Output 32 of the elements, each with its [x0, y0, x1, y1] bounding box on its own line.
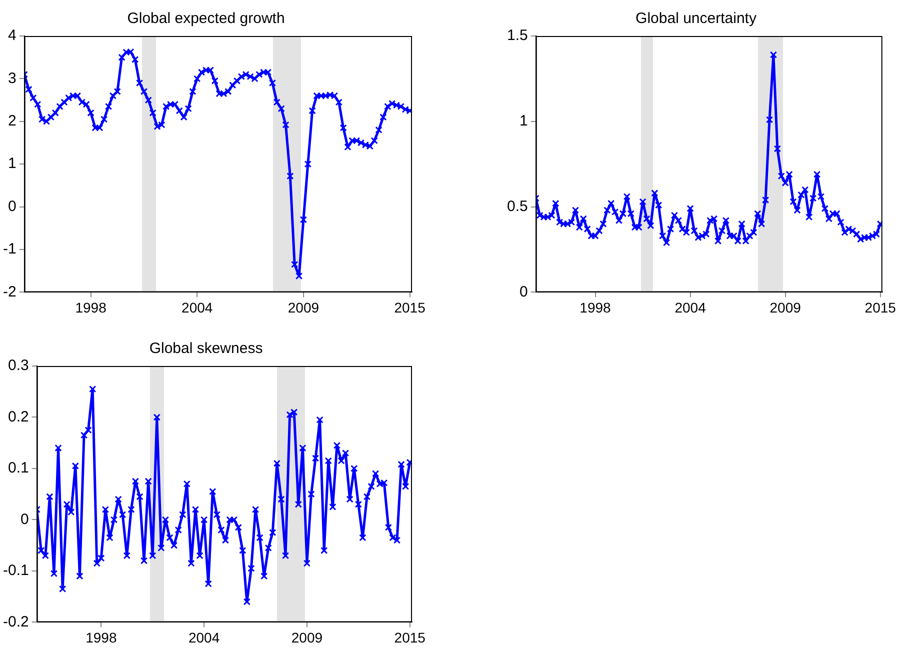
y-tick-label: 0	[20, 510, 29, 528]
y-tick-label: -0.1	[2, 562, 29, 580]
x-tick-label: 2009	[770, 299, 802, 316]
y-tick-label: 0.2	[8, 408, 29, 426]
x-tick-label: 1998	[86, 629, 117, 646]
y-tick-label: 3	[8, 70, 16, 87]
x-tick-label: 2015	[394, 629, 426, 646]
x-tick-label: 2009	[291, 629, 323, 646]
x-tick-label: 2004	[674, 299, 706, 316]
y-tick-label: 1.5	[506, 27, 528, 44]
x-tick-label: 2015	[394, 299, 426, 316]
y-tick-label: -1	[2, 240, 16, 258]
chart-title: Global expected growth	[127, 10, 285, 28]
chart-title: Global uncertainty	[636, 10, 757, 28]
x-tick-label: 2004	[188, 629, 220, 646]
x-tick-label: 2009	[288, 299, 320, 316]
y-tick-label: 0.3	[8, 357, 29, 374]
chart-title: Global skewness	[149, 340, 263, 358]
y-tick-label: 0	[520, 283, 528, 300]
y-tick-label: 0.1	[8, 460, 29, 477]
x-tick-label: 1998	[580, 299, 612, 316]
y-tick-label: 4	[8, 27, 16, 44]
y-tick-label: -2	[2, 283, 16, 300]
y-tick-label: 2	[8, 112, 16, 130]
x-tick-label: 2015	[864, 299, 896, 316]
x-tick-label: 1998	[75, 299, 107, 316]
x-tick-label: 2004	[182, 299, 213, 316]
y-tick-label: 0	[8, 198, 16, 215]
y-tick-label: 1	[8, 155, 16, 172]
y-tick-label: 0.5	[506, 198, 528, 215]
y-tick-label: 1	[520, 112, 528, 130]
y-tick-label: -0.2	[2, 613, 29, 630]
